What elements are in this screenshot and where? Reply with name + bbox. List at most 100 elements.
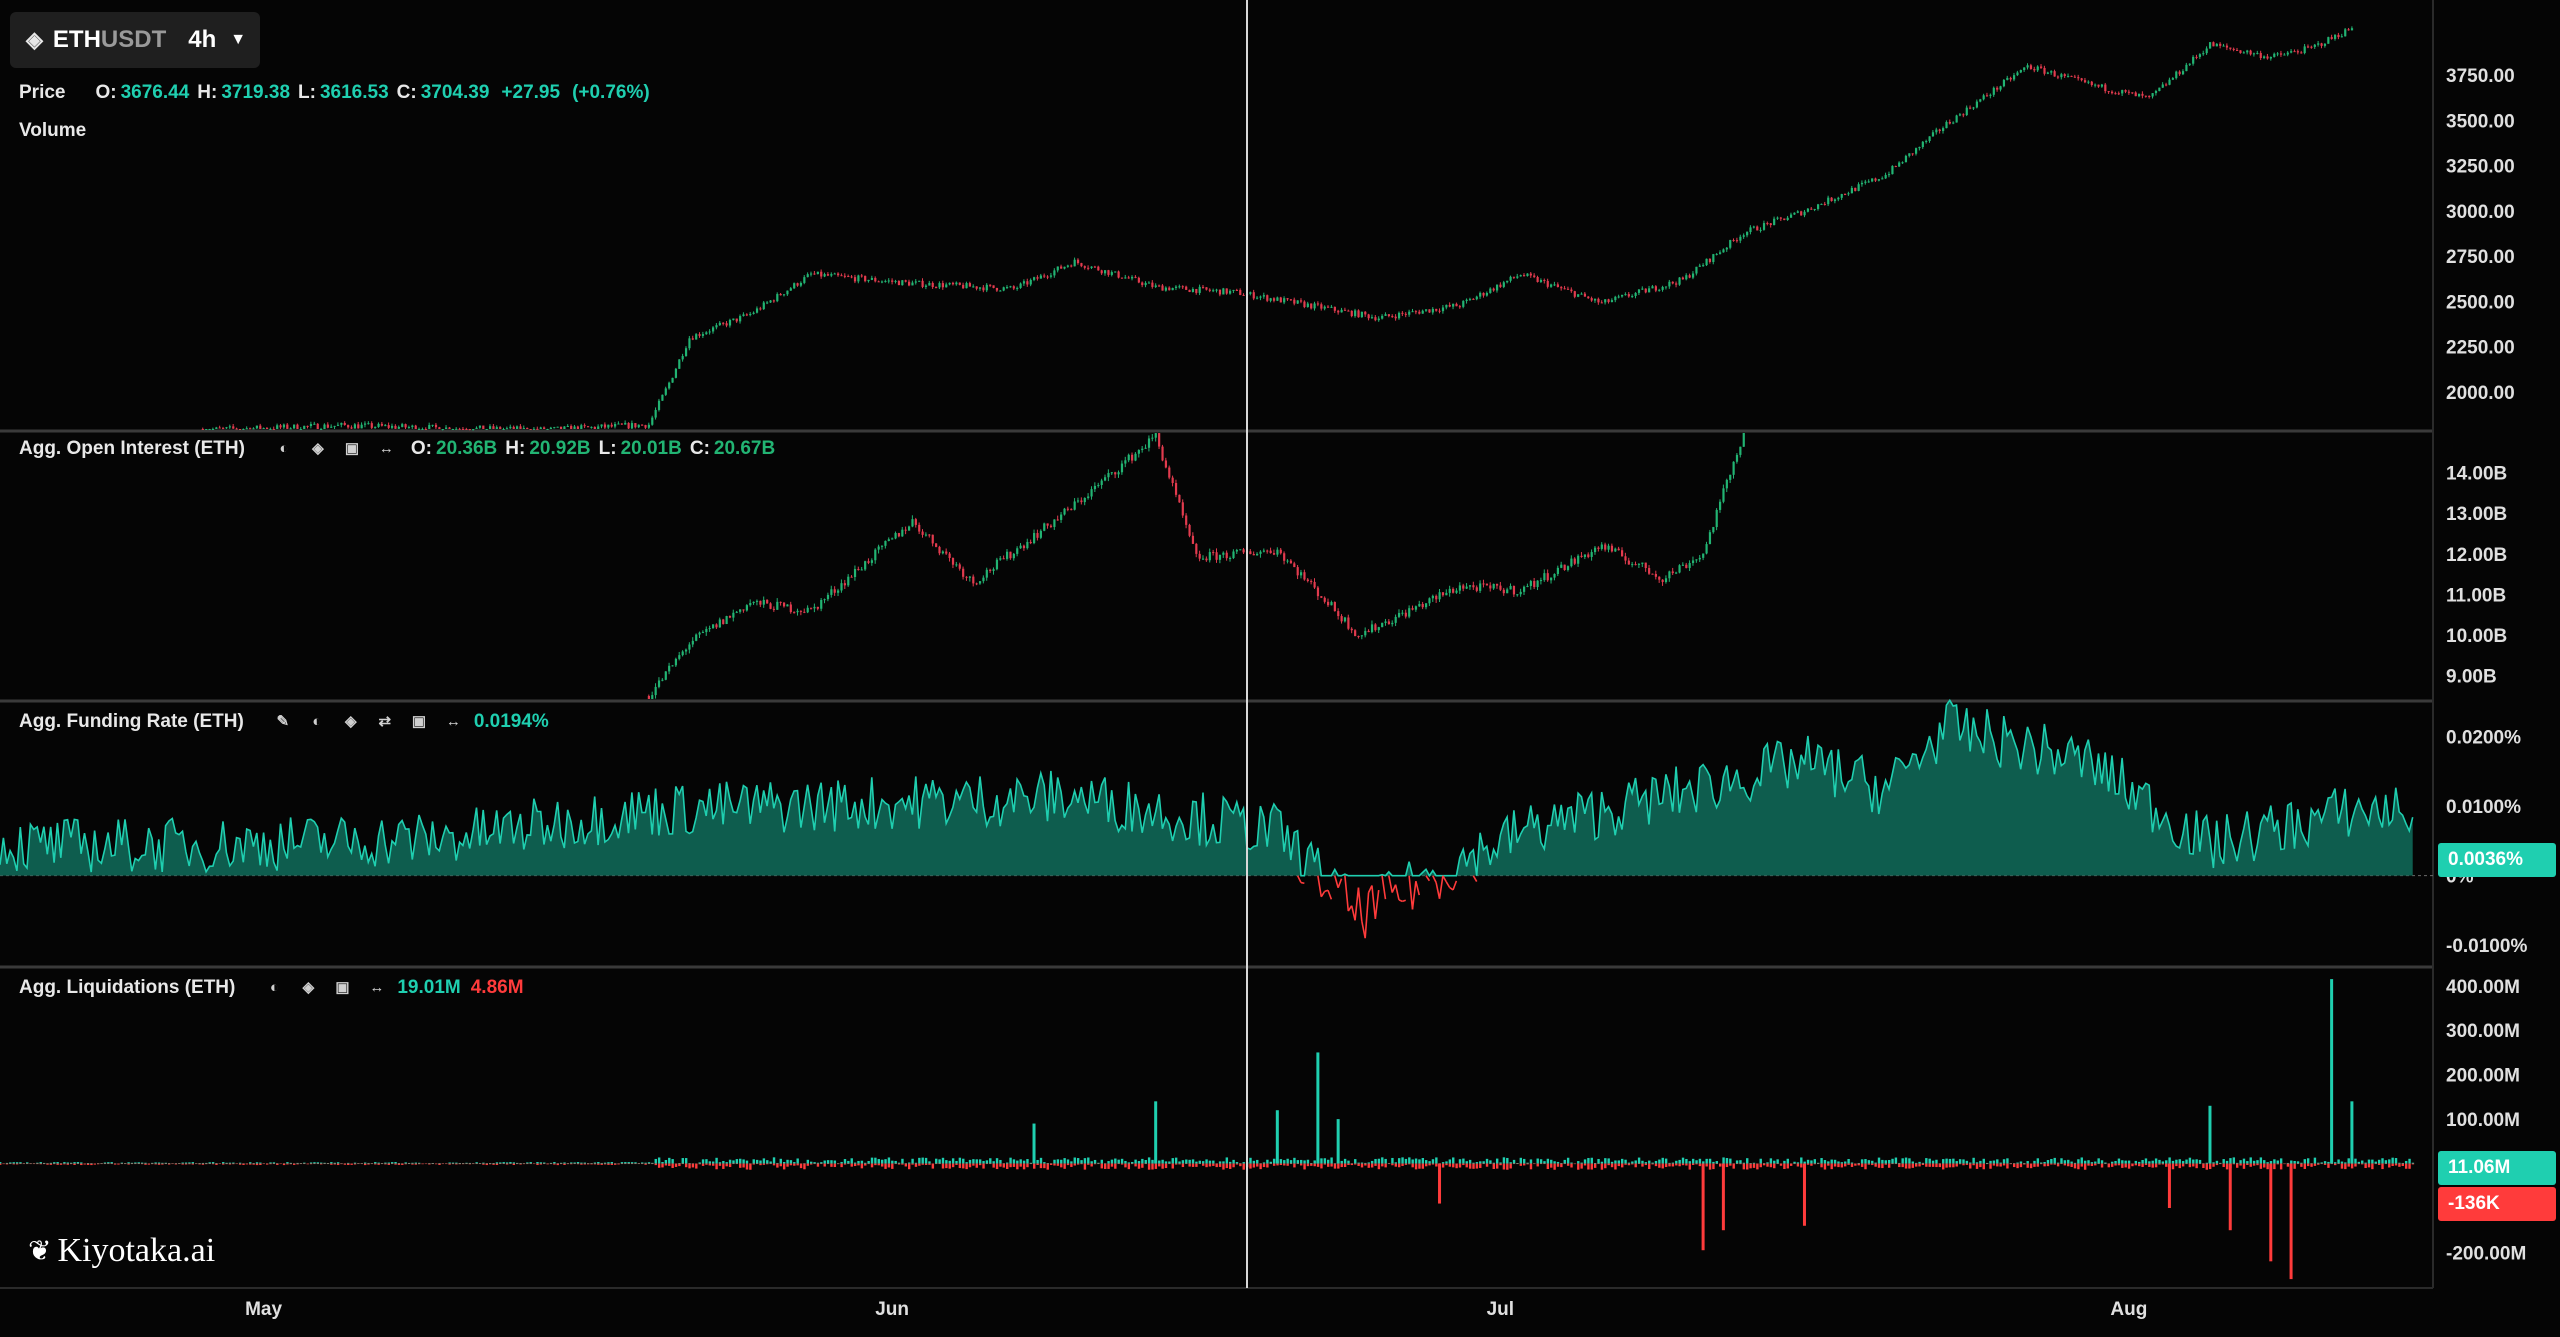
candle-body: [526, 428, 529, 430]
liq-short-bar: [1141, 1163, 1144, 1168]
pin-icon[interactable]: ✎: [276, 713, 290, 730]
candle-body: [2006, 77, 2009, 80]
candle-body: [1472, 585, 1475, 588]
price-legend: Price O: 3676.44 H: 3719.38 L: 3616.53 C: 37…: [19, 82, 650, 104]
candle-body: [1252, 553, 1255, 556]
remove-icon[interactable]: ↔: [445, 713, 461, 730]
liq-short-bar: [624, 1163, 627, 1165]
liq-short-bar: [360, 1163, 363, 1165]
liq-short-bar: [1948, 1163, 1952, 1168]
liq-long-bar: [1877, 1157, 1881, 1164]
link-icon[interactable]: ⇄: [378, 713, 392, 730]
settings-icon[interactable]: ◈: [345, 713, 357, 730]
liq-long-bar: [320, 1162, 323, 1164]
liq-long-bar: [837, 1163, 840, 1164]
funding-line-negative: [1327, 889, 1333, 900]
candle-body: [2087, 81, 2090, 83]
liq-short-spike: [2289, 1163, 2293, 1280]
candle-body: [897, 533, 901, 537]
candle-body: [1212, 552, 1215, 554]
liq-long-bar: [1935, 1159, 1938, 1164]
expand-icon[interactable]: ▣: [411, 713, 426, 730]
candle-body: [2040, 66, 2043, 68]
liq-long-bar: [654, 1158, 657, 1164]
eye-icon[interactable]: ◐: [269, 979, 279, 996]
liq-long-spike: [1032, 1123, 1036, 1164]
candle-body: [1296, 567, 1299, 576]
candle-body: [2181, 71, 2185, 75]
candle-body: [1232, 289, 1235, 291]
candle-body: [864, 561, 867, 570]
candle-body: [935, 543, 938, 547]
y-tick-label: 2250.00: [2446, 338, 2515, 359]
liq-short-bar: [931, 1163, 935, 1169]
candle-body: [688, 338, 691, 349]
symbol-selector[interactable]: ◈ ETH USDT 4h ▼: [10, 12, 260, 68]
candle-body: [1404, 313, 1407, 315]
liq-short-bar: [935, 1163, 938, 1165]
remove-icon[interactable]: ↔: [378, 440, 394, 457]
liq-short-bar: [519, 1163, 522, 1165]
expand-icon[interactable]: ▣: [335, 979, 350, 996]
liq-long-bar: [820, 1162, 823, 1164]
candle-body: [1810, 208, 1813, 210]
liq-short-bar: [1313, 1163, 1316, 1167]
liq-long-bar: [1107, 1161, 1110, 1164]
candle-body: [901, 280, 904, 286]
liq-long-bar: [1401, 1157, 1404, 1164]
eye-icon[interactable]: ◐: [312, 713, 322, 730]
liq-long-bar: [249, 1162, 252, 1164]
liq-long-bar: [1563, 1159, 1566, 1164]
liq-long-bar: [2246, 1161, 2249, 1164]
exchange-icon: ◈: [26, 27, 43, 52]
liq-long-bar: [989, 1158, 992, 1164]
liq-short-bar: [1239, 1163, 1242, 1167]
liq-short-bar: [215, 1163, 218, 1165]
candle-body: [2154, 90, 2158, 94]
candle-body: [972, 576, 975, 584]
candle-body: [1621, 294, 1624, 297]
liq-long-bar: [499, 1162, 502, 1164]
liq-short-bar: [1506, 1163, 1509, 1170]
liq-long-bar: [1979, 1160, 1982, 1164]
liq-short-bar: [1093, 1163, 1097, 1165]
eye-icon[interactable]: ◐: [279, 440, 289, 457]
candle-body: [1401, 612, 1404, 614]
liq-long-bar: [1381, 1157, 1384, 1164]
liq-long-bar: [80, 1162, 83, 1164]
funding-line-negative: [1300, 881, 1305, 885]
liq-short-bar: [502, 1163, 505, 1165]
liq-short-bar: [5, 1163, 9, 1165]
liq-short-bar: [1418, 1163, 1421, 1169]
candle-body: [1445, 592, 1448, 596]
liq-long-bar: [941, 1157, 945, 1164]
candle-body: [1891, 166, 1894, 175]
liq-short-bar: [1347, 1163, 1350, 1165]
liq-long-bar: [1661, 1157, 1664, 1164]
liq-short-bar: [1776, 1163, 1779, 1165]
candle-body: [201, 429, 204, 430]
liq-short-bar: [2323, 1163, 2327, 1165]
funding-legend: Agg. Funding Rate (ETH) ✎ ◐ ◈ ⇄ ▣ ↔ 0.01…: [19, 711, 549, 733]
settings-icon[interactable]: ◈: [302, 979, 315, 996]
candle-body: [1080, 500, 1083, 503]
liq-short-bar: [326, 1163, 330, 1165]
remove-icon[interactable]: ↔: [369, 979, 385, 996]
candle-body: [2246, 50, 2249, 53]
liq-short-bar: [1327, 1163, 1330, 1167]
settings-icon[interactable]: ◈: [312, 440, 324, 457]
candle-body: [1215, 552, 1218, 560]
candle-body: [1364, 311, 1367, 315]
liq-short-bar: [1212, 1163, 1215, 1166]
liq-long-bar: [1823, 1160, 1827, 1164]
liq-short-bar: [1759, 1163, 1762, 1168]
candle-body: [1354, 310, 1357, 317]
expand-icon[interactable]: ▣: [344, 440, 360, 457]
liq-short-bar: [380, 1163, 384, 1165]
liq-short-bar: [2256, 1163, 2259, 1166]
candle-body: [1131, 276, 1134, 279]
liq-short-bar: [1512, 1163, 1516, 1165]
liq-long-bar: [1374, 1158, 1377, 1164]
liq-long-bar: [1313, 1160, 1316, 1164]
